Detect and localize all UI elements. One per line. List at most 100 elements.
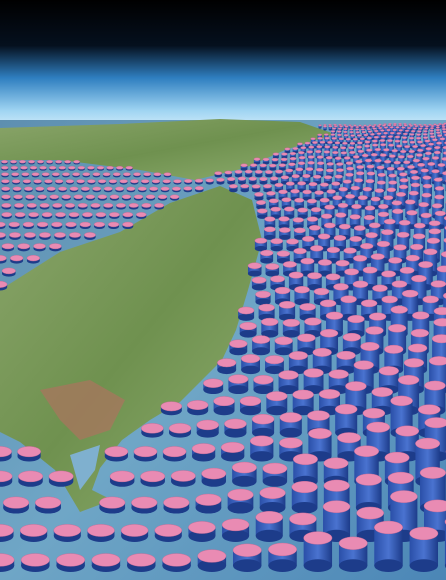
cylinder-top (266, 191, 276, 196)
cylinder-top (58, 166, 66, 170)
cylinder-top (354, 445, 379, 457)
cylinder-body (395, 431, 419, 457)
cylinder-top (325, 168, 334, 173)
cylinder-top (297, 161, 306, 165)
cylinder (0, 470, 13, 487)
cylinder (92, 186, 102, 193)
cylinder-top (197, 549, 227, 563)
cylinder-body (283, 264, 297, 274)
cylinder-body (285, 170, 293, 176)
cylinder (26, 255, 40, 264)
cylinder-body (307, 162, 315, 170)
cylinder-body (394, 141, 400, 148)
cylinder-top (361, 130, 367, 134)
cylinder-body (349, 152, 356, 158)
cylinder (240, 184, 250, 193)
cylinder-body (377, 182, 386, 191)
cylinder-top (298, 151, 305, 155)
cylinder-base (374, 559, 403, 573)
cylinder-top (104, 446, 129, 458)
cylinder (270, 176, 279, 185)
cylinder-top (264, 355, 285, 365)
cylinder-body (315, 151, 322, 158)
cylinder-top (80, 186, 90, 191)
cylinder-base (229, 347, 248, 356)
cylinder-top (343, 127, 348, 131)
cylinder (268, 542, 297, 573)
cylinder-top (112, 172, 121, 177)
cylinder (1, 203, 12, 210)
cylinder-top (332, 195, 343, 201)
cylinder (103, 203, 114, 210)
cylinder-top (322, 500, 351, 513)
cylinder (24, 186, 33, 193)
cylinder-top (20, 553, 50, 567)
cylinder-base (279, 234, 291, 240)
cylinder (109, 212, 120, 219)
cylinder-top (325, 311, 344, 320)
cylinder-top (323, 457, 349, 469)
cylinder-top (323, 222, 336, 229)
cylinder-top (251, 335, 271, 344)
cylinder-top (99, 496, 126, 509)
cylinder-top (390, 395, 413, 407)
cylinder-body (229, 186, 238, 191)
cylinder-top (96, 166, 105, 170)
cylinder (293, 227, 306, 240)
cylinder-top (344, 125, 349, 128)
cylinder (274, 182, 284, 193)
cylinder (160, 186, 170, 193)
cylinder (191, 443, 216, 462)
cylinder-top (365, 232, 378, 239)
cylinder (194, 178, 204, 185)
cylinder-top (154, 203, 165, 208)
cylinder-top (157, 194, 168, 200)
cylinder-top (380, 129, 385, 132)
cylinder-body (333, 237, 346, 249)
cylinder-top (355, 128, 360, 131)
cylinder-top (84, 232, 96, 238)
cylinder-top (0, 280, 8, 288)
cylinder-top (224, 170, 233, 175)
cylinder-top (141, 423, 164, 434)
cylinder-top (350, 185, 360, 191)
cylinder-body (383, 197, 394, 208)
cylinder (197, 549, 227, 573)
cylinder-body (371, 392, 393, 411)
cylinder-body (292, 148, 299, 153)
cylinder-top (366, 171, 376, 176)
cylinder-top (380, 143, 387, 147)
cylinder-body (250, 165, 258, 170)
cylinder (401, 289, 419, 321)
cylinder-top (353, 225, 366, 231)
cylinder (263, 226, 276, 240)
cylinder-body (408, 151, 415, 158)
cylinder-base (266, 405, 288, 416)
cylinder-body (332, 147, 339, 153)
cylinder-top (337, 133, 342, 137)
main-island (0, 186, 262, 512)
cylinder-top (274, 286, 291, 295)
cylinder-body (366, 166, 375, 176)
cylinder-body (340, 299, 357, 318)
cylinder (22, 221, 34, 230)
cylinder-top (18, 470, 43, 483)
cylinder-base (216, 181, 225, 185)
cylinder-body (343, 128, 348, 133)
cylinder-body (264, 219, 276, 227)
cylinder-body (384, 161, 392, 170)
cylinder-body (271, 159, 279, 164)
cylinder-top (430, 135, 436, 138)
cylinder-top (408, 149, 415, 153)
cylinder-top (411, 274, 427, 283)
cylinder-top (353, 360, 374, 370)
cylinder-top (49, 194, 59, 200)
cylinder-top (405, 199, 416, 205)
cylinder-body (424, 140, 430, 148)
cylinder (77, 166, 85, 171)
cylinder-top (443, 122, 446, 125)
cylinder (257, 208, 268, 219)
cylinder-top (14, 212, 26, 218)
cylinder-body (313, 291, 330, 302)
cylinder-top (410, 182, 421, 188)
